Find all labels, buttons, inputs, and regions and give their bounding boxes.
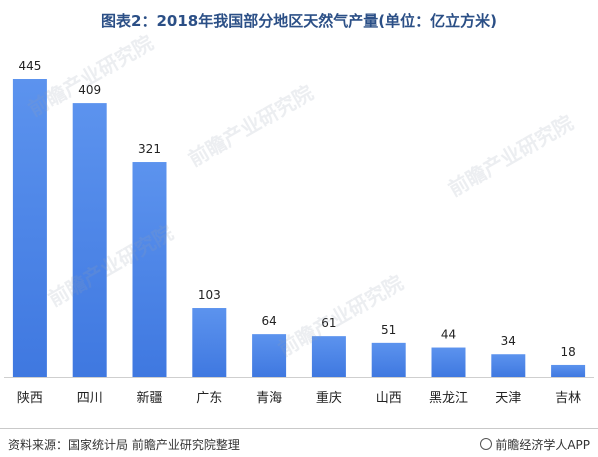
value-label: 409 <box>78 83 101 97</box>
brand-logo-icon <box>480 438 493 450</box>
brand-text: 前瞻经济学人APP <box>495 438 590 452</box>
value-label: 51 <box>381 323 396 337</box>
source-note: 资料来源：国家统计局 前瞻产业研究院整理 <box>8 438 240 452</box>
footer: 资料来源：国家统计局 前瞻产业研究院整理 前瞻经济学人APP <box>0 428 598 457</box>
category-label: 陕西 <box>17 391 43 406</box>
category-label: 四川 <box>77 391 103 406</box>
bar-四川 <box>72 103 107 378</box>
value-label: 445 <box>18 59 41 73</box>
category-label: 重庆 <box>316 390 342 406</box>
bar-黑龙江 <box>431 347 466 377</box>
bar-吉林 <box>551 364 586 377</box>
bar-天津 <box>491 354 526 377</box>
bar-chart: 445 陕西 409 四川 321 新疆 103 广东 64 青海 61 重庆 51 山西 44 黑龙江 34 天… <box>4 59 594 406</box>
bar-重庆 <box>311 336 346 377</box>
category-label: 山西 <box>376 391 402 406</box>
value-label: 44 <box>441 328 456 342</box>
category-label: 吉林 <box>555 391 581 406</box>
value-label: 61 <box>321 316 336 330</box>
value-label: 18 <box>560 345 575 359</box>
category-label: 青海 <box>256 391 282 406</box>
brand-label: 前瞻经济学人APP <box>480 436 590 453</box>
bar-广东 <box>192 308 227 377</box>
bar-山西 <box>371 342 406 377</box>
category-label: 天津 <box>495 391 521 406</box>
category-label: 黑龙江 <box>429 391 468 406</box>
category-label: 新疆 <box>136 390 162 406</box>
value-label: 321 <box>138 142 161 156</box>
bar-青海 <box>252 334 287 377</box>
bar-陕西 <box>12 79 47 377</box>
chart-title: 图表2：2018年我国部分地区天然气产量(单位：亿立方米) <box>101 12 497 30</box>
value-label: 64 <box>261 314 276 328</box>
value-label: 103 <box>198 288 221 302</box>
value-label: 34 <box>501 334 516 348</box>
bar-新疆 <box>132 162 167 377</box>
category-label: 广东 <box>196 391 222 406</box>
